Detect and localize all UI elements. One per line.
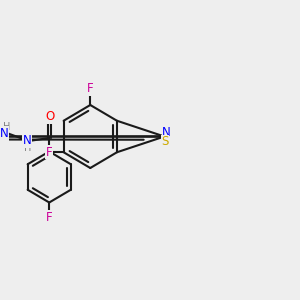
Text: N: N — [23, 134, 32, 148]
Text: H: H — [3, 122, 10, 132]
Text: O: O — [45, 110, 54, 124]
Text: F: F — [46, 211, 52, 224]
Text: H: H — [23, 142, 31, 153]
Text: F: F — [87, 82, 94, 95]
Text: S: S — [161, 135, 169, 148]
Text: F: F — [46, 146, 52, 159]
Text: N: N — [162, 126, 171, 139]
Text: N: N — [0, 127, 8, 140]
